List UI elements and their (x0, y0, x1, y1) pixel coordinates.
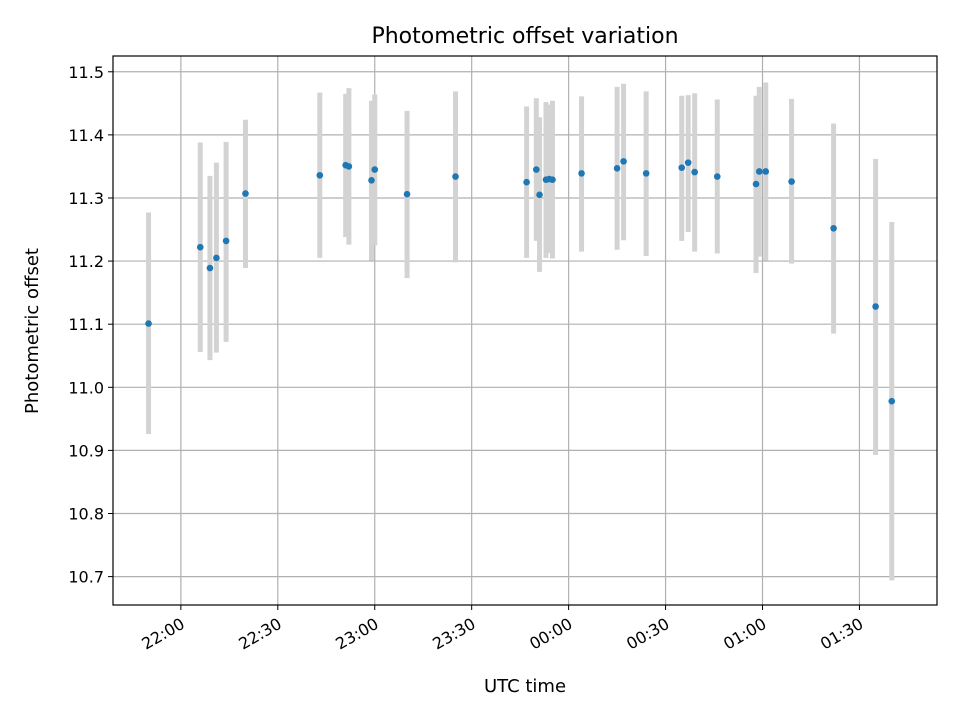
data-point (888, 397, 896, 405)
data-point (533, 166, 540, 173)
data-point (523, 178, 530, 186)
data-point (752, 180, 760, 188)
data-point (222, 237, 230, 245)
y-tick-label: 10.8 (68, 505, 104, 524)
data-points (145, 158, 896, 405)
data-point (788, 178, 795, 185)
data-point (713, 173, 721, 180)
data-point (368, 177, 375, 184)
data-point (678, 164, 686, 171)
data-point (613, 165, 621, 172)
data-point (830, 224, 837, 232)
y-tick-label: 11.4 (68, 126, 104, 145)
data-point (536, 191, 543, 199)
data-point (872, 303, 879, 310)
data-point (403, 190, 411, 198)
y-tick-label: 11.3 (68, 189, 104, 208)
data-point (762, 168, 770, 175)
data-point (691, 168, 698, 176)
y-tick-label: 11.2 (68, 252, 104, 271)
data-point (549, 176, 556, 183)
chart-title: Photometric offset variation (371, 24, 678, 49)
data-point (196, 243, 204, 251)
y-axis-label: Photometric offset (22, 248, 43, 414)
data-point (684, 159, 692, 166)
data-point (242, 190, 249, 197)
grid (113, 56, 937, 605)
data-point (206, 264, 214, 272)
data-point (620, 158, 627, 165)
y-tick-label: 11.1 (68, 315, 104, 334)
y-tick-label: 11.5 (68, 63, 104, 82)
y-tick-label: 11.0 (68, 378, 104, 397)
plot-frame (112, 55, 938, 606)
data-point (316, 171, 324, 179)
y-tick-label: 10.7 (68, 568, 104, 587)
data-point (642, 170, 650, 177)
x-axis-label: UTC time (484, 676, 566, 697)
data-point (755, 168, 763, 175)
data-point (345, 163, 353, 170)
data-point (371, 166, 379, 173)
data-point (213, 254, 220, 262)
data-point (578, 170, 585, 177)
data-point (452, 173, 459, 180)
data-point (145, 320, 152, 327)
y-tick-label: 10.9 (68, 441, 104, 460)
